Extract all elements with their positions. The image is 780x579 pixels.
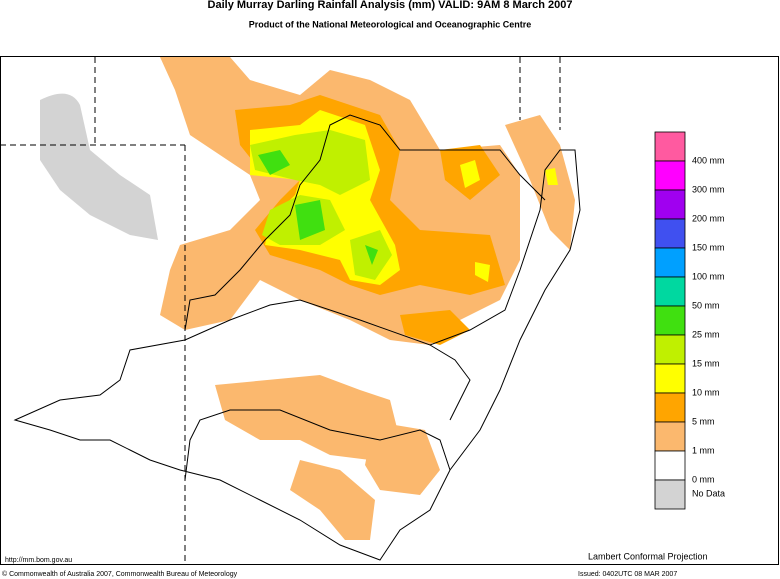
legend-swatch: [654, 160, 686, 191]
legend-swatch: [654, 392, 686, 423]
legend-label: 150 mm: [692, 242, 725, 252]
map-area: [0, 56, 779, 565]
legend-swatch: [654, 131, 686, 162]
legend-label: 1 mm: [692, 445, 715, 455]
projection: Lambert Conformal Projection: [588, 551, 708, 561]
legend-label: 10 mm: [692, 387, 720, 397]
legend-label: 400 mm: [692, 155, 725, 165]
legend-swatch: [654, 363, 686, 394]
legend-swatch: [654, 334, 686, 365]
legend: 400 mm 300 mm 200 mm 150 mm 100 mm 50 mm 25 mm…: [654, 131, 725, 510]
copyright: © Commonwealth of Australia 2007, Common…: [2, 570, 238, 578]
legend-label: No Data: [692, 488, 725, 498]
legend-swatch: [654, 450, 686, 481]
legend-swatch: [654, 479, 686, 510]
legend-label: 15 mm: [692, 358, 720, 368]
legend-label: 50 mm: [692, 300, 720, 310]
legend-swatch: [654, 218, 686, 249]
legend-label: 200 mm: [692, 213, 725, 223]
legend-swatch: [654, 276, 686, 307]
legend-label: 300 mm: [692, 184, 725, 194]
legend-swatch: [654, 421, 686, 452]
legend-label: 25 mm: [692, 329, 720, 339]
legend-swatch: [654, 305, 686, 336]
legend-swatch: [654, 189, 686, 220]
issued: Issued: 0402UTC 08 MAR 2007: [578, 571, 677, 578]
legend-swatch: [654, 247, 686, 278]
url: http://mm.bom.gov.au: [5, 557, 72, 564]
subtitle: Product of the National Meteorological a…: [249, 19, 532, 29]
legend-label: 5 mm: [692, 416, 715, 426]
legend-label: 0 mm: [692, 474, 715, 484]
title: Daily Murray Darling Rainfall Analysis (…: [208, 0, 573, 11]
legend-label: 100 mm: [692, 271, 725, 281]
